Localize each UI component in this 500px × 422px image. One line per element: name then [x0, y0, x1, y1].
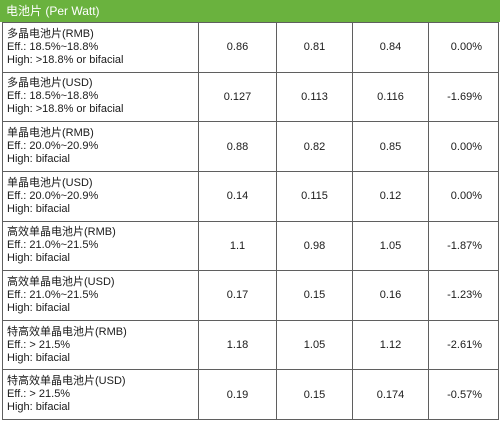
efficiency-range: Eff.: > 21.5% — [7, 388, 71, 401]
table-row: 单晶电池片(USD) Eff.: 20.0%~20.9% High: bifac… — [2, 170, 499, 222]
table-row: 高效单晶电池片(RMB) Eff.: 21.0%~21.5% High: bif… — [2, 220, 499, 272]
price-change: 0.00% — [428, 121, 499, 172]
product-cell: 高效单晶电池片(RMB) Eff.: 21.0%~21.5% High: bif… — [2, 220, 199, 272]
price-high: 0.86 — [198, 22, 277, 73]
price-change: -1.87% — [428, 220, 499, 272]
price-change: -0.57% — [428, 369, 499, 420]
price-high: 0.17 — [198, 270, 277, 321]
price-average: 0.85 — [352, 121, 429, 172]
product-name: 单晶电池片(USD) — [7, 176, 93, 189]
efficiency-range: Eff.: 18.5%~18.8% — [7, 40, 99, 53]
price-average: 0.12 — [352, 170, 429, 222]
price-high: 0.14 — [198, 170, 277, 222]
price-average: 1.12 — [352, 319, 429, 371]
price-average: 0.116 — [352, 71, 429, 123]
price-change: -1.23% — [428, 270, 499, 321]
product-name: 多晶电池片(USD) — [7, 77, 93, 90]
price-low: 0.98 — [276, 220, 353, 272]
product-cell: 多晶电池片(RMB) Eff.: 18.5%~18.8% High: >18.8… — [2, 22, 199, 73]
table-row: 高效单晶电池片(USD) Eff.: 21.0%~21.5% High: bif… — [2, 270, 499, 321]
price-change: -1.69% — [428, 71, 499, 123]
product-cell: 高效单晶电池片(USD) Eff.: 21.0%~21.5% High: bif… — [2, 270, 199, 321]
price-low: 0.115 — [276, 170, 353, 222]
product-cell: 单晶电池片(RMB) Eff.: 20.0%~20.9% High: bifac… — [2, 121, 199, 172]
table-row: 多晶电池片(USD) Eff.: 18.5%~18.8% High: >18.8… — [2, 71, 499, 123]
product-name: 高效单晶电池片(USD) — [7, 275, 115, 288]
price-high: 0.19 — [198, 369, 277, 420]
table-row: 特高效单晶电池片(USD) Eff.: > 21.5% High: bifaci… — [2, 369, 499, 420]
high-spec: High: >18.8% or bifacial — [7, 103, 124, 116]
high-spec: High: >18.8% or bifacial — [7, 53, 124, 66]
price-low: 0.81 — [276, 22, 353, 73]
efficiency-range: Eff.: > 21.5% — [7, 338, 71, 351]
product-cell: 多晶电池片(USD) Eff.: 18.5%~18.8% High: >18.8… — [2, 71, 199, 123]
price-change: -2.61% — [428, 319, 499, 371]
price-average: 0.16 — [352, 270, 429, 321]
price-change: 0.00% — [428, 170, 499, 222]
price-high: 1.18 — [198, 319, 277, 371]
product-name: 高效单晶电池片(RMB) — [7, 226, 116, 239]
price-high: 1.1 — [198, 220, 277, 272]
table-row: 单晶电池片(RMB) Eff.: 20.0%~20.9% High: bifac… — [2, 121, 499, 172]
price-low: 0.15 — [276, 270, 353, 321]
price-low: 1.05 — [276, 319, 353, 371]
efficiency-range: Eff.: 21.0%~21.5% — [7, 239, 99, 252]
product-name: 单晶电池片(RMB) — [7, 127, 94, 140]
table-title: 电池片 (Per Watt) — [0, 0, 500, 22]
product-cell: 特高效单晶电池片(USD) Eff.: > 21.5% High: bifaci… — [2, 369, 199, 420]
product-name: 特高效单晶电池片(USD) — [7, 375, 126, 388]
high-spec: High: bifacial — [7, 351, 70, 364]
high-spec: High: bifacial — [7, 252, 70, 265]
table-row: 多晶电池片(RMB) Eff.: 18.5%~18.8% High: >18.8… — [2, 22, 499, 73]
price-low: 0.82 — [276, 121, 353, 172]
price-average: 1.05 — [352, 220, 429, 272]
high-spec: High: bifacial — [7, 202, 70, 215]
table-row: 特高效单晶电池片(RMB) Eff.: > 21.5% High: bifaci… — [2, 319, 499, 371]
price-low: 0.113 — [276, 71, 353, 123]
efficiency-range: Eff.: 18.5%~18.8% — [7, 90, 99, 103]
high-spec: High: bifacial — [7, 401, 70, 414]
price-average: 0.84 — [352, 22, 429, 73]
high-spec: High: bifacial — [7, 153, 70, 166]
high-spec: High: bifacial — [7, 301, 70, 314]
product-name: 特高效单晶电池片(RMB) — [7, 325, 127, 338]
price-table: 多晶电池片(RMB) Eff.: 18.5%~18.8% High: >18.8… — [2, 22, 499, 420]
product-name: 多晶电池片(RMB) — [7, 27, 94, 40]
product-cell: 单晶电池片(USD) Eff.: 20.0%~20.9% High: bifac… — [2, 170, 199, 222]
price-high: 0.88 — [198, 121, 277, 172]
efficiency-range: Eff.: 20.0%~20.9% — [7, 140, 99, 153]
product-cell: 特高效单晶电池片(RMB) Eff.: > 21.5% High: bifaci… — [2, 319, 199, 371]
price-low: 0.15 — [276, 369, 353, 420]
efficiency-range: Eff.: 21.0%~21.5% — [7, 288, 99, 301]
price-average: 0.174 — [352, 369, 429, 420]
efficiency-range: Eff.: 20.0%~20.9% — [7, 189, 99, 202]
price-high: 0.127 — [198, 71, 277, 123]
price-change: 0.00% — [428, 22, 499, 73]
